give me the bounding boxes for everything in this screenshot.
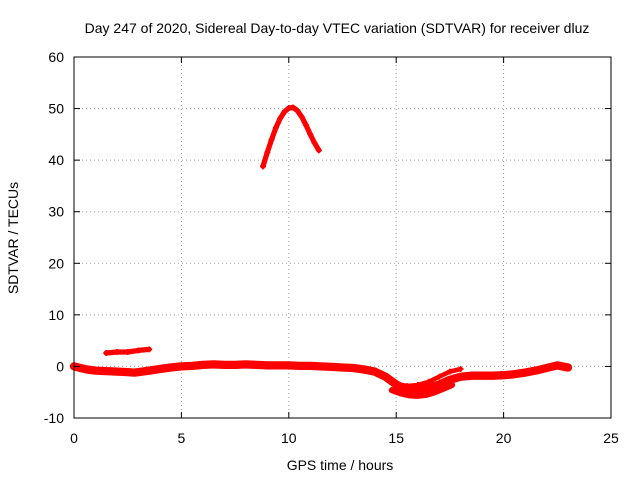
data-point [296,362,303,369]
data-point [307,362,314,369]
data-point [285,362,292,369]
data-point [360,366,367,373]
data-point [532,367,539,374]
data-point [210,361,217,368]
data-point [156,366,163,373]
data-point [489,372,496,379]
data-point [275,362,282,369]
data-point [318,363,325,370]
data-point [440,385,447,392]
x-tick-label: 20 [496,430,512,446]
y-tick-label: 0 [56,358,64,374]
data-point [277,115,284,122]
data-point [414,381,421,388]
x-tick-label: 5 [178,430,186,446]
data-point [298,113,305,120]
data-point [414,392,421,399]
data-point [436,373,443,380]
data-point [371,368,378,375]
data-point [406,392,413,399]
y-tick-label: -10 [44,410,64,426]
data-point [425,378,432,385]
data-point [264,362,271,369]
x-tick-label: 10 [281,430,297,446]
data-point [468,372,475,379]
data-point [403,383,410,390]
data-point [260,163,267,170]
data-point [382,373,389,380]
data-point [189,362,196,369]
y-tick-label: 50 [48,101,64,117]
data-point [339,364,346,371]
data-point [92,367,99,374]
data-point [425,385,432,392]
x-tick-label: 15 [388,430,404,446]
data-point [167,364,174,371]
data-point [146,367,153,374]
data-point [268,136,275,143]
data-point [522,369,529,376]
data-point [124,348,131,355]
chart-title: Day 247 of 2020, Sidereal Day-to-day VTE… [85,20,590,36]
data-point [178,363,185,370]
y-tick-label: 10 [48,307,64,323]
data-point [221,361,228,368]
data-point [311,140,318,147]
data-point [290,104,297,111]
data-point [253,361,260,368]
y-tick-label: 40 [48,152,64,168]
data-point [113,348,120,355]
data-point [423,391,430,398]
data-point [457,366,464,373]
data-point [135,347,142,354]
data-point [281,108,288,115]
y-tick-label: 20 [48,255,64,271]
y-tick-label: 30 [48,204,64,220]
x-axis-label: GPS time / hours [287,457,394,473]
data-point [315,147,322,154]
data-point [511,371,518,378]
data-point [77,364,84,371]
y-axis-label: SDTVAR / TECUs [5,182,21,294]
data-point [388,387,395,394]
data-point [446,376,453,383]
data-point [397,390,404,397]
data-point [232,361,239,368]
plot-frame [73,56,612,419]
axis-ticks: 0 5 10 15 20 25 -10 0 10 20 30 40 50 60 [44,49,619,446]
data-point [449,381,456,388]
x-tick-label: 0 [70,430,78,446]
data-point [500,372,507,379]
data-point [350,364,357,371]
data-point [124,369,131,376]
data-point [103,368,110,375]
data-point [307,131,314,138]
y-tick-label: 60 [48,49,64,65]
data-point [431,389,438,396]
data-point [393,380,400,387]
data-point [135,369,142,376]
data-point [294,107,301,114]
data-point [543,364,550,371]
x-tick-label: 25 [603,430,619,446]
data-point [83,366,90,373]
data-point [199,361,206,368]
data-point [242,361,249,368]
data-point [328,363,335,370]
data-point [446,368,453,375]
data-point [479,372,486,379]
data-point [113,368,120,375]
data-point [302,122,309,129]
data-point [554,362,561,369]
data-point [264,149,271,156]
data-point [103,350,110,357]
data-point [457,373,464,380]
data-point [436,381,443,388]
data-point [565,364,572,371]
data-point [146,346,153,353]
data-point [272,124,279,131]
series-layer [69,104,573,399]
